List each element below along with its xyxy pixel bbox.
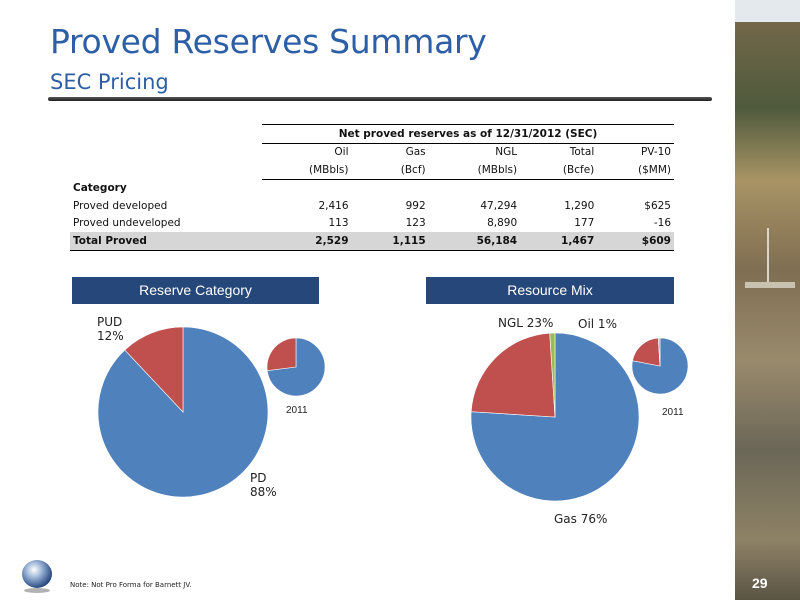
side-photo-strip xyxy=(735,0,800,600)
column-unit: (MBbls) xyxy=(428,161,521,180)
table-cell: $625 xyxy=(644,199,671,212)
oil-label: Oil 1% xyxy=(578,317,617,331)
page-number: 29 xyxy=(752,575,768,591)
table-cell: 2,416 xyxy=(318,199,349,212)
resource-mix-2011-pie xyxy=(631,337,689,395)
pie-slice-pud xyxy=(266,337,297,371)
pd-percent: 88% xyxy=(250,485,277,499)
pie-slice-pud xyxy=(124,326,184,413)
pud-name: PUD xyxy=(97,315,123,329)
table-cell: 992 xyxy=(405,199,426,212)
table-span-header-row: Net proved reserves as of 12/31/2012 (SE… xyxy=(70,124,674,144)
pie-slice-oil xyxy=(657,337,661,367)
column-unit: (MBbls) xyxy=(262,161,352,180)
table-row: Proved developed 2,416 992 47,294 1,290 … xyxy=(70,197,674,215)
table-cell: 177 xyxy=(574,217,595,230)
table-cell: 47,294 xyxy=(480,199,518,212)
row-label: Proved developed xyxy=(73,199,168,212)
column-header: Gas xyxy=(405,146,426,159)
logo-shadow xyxy=(24,588,50,593)
column-header: Oil xyxy=(334,146,349,159)
table-span-header: Net proved reserves as of 12/31/2012 (SE… xyxy=(262,124,674,144)
table-cell: 113 xyxy=(328,217,349,230)
sky-area xyxy=(735,0,800,22)
year-label-reserve: 2011 xyxy=(286,405,308,416)
row-label: Proved undeveloped xyxy=(73,217,181,230)
company-logo-orb xyxy=(22,560,52,588)
table-row: Proved undeveloped 113 123 8,890 177 -16 xyxy=(70,215,674,233)
table-unit-row: (MBbls) (Bcf) (MBbls) (Bcfe) ($MM) xyxy=(70,161,674,180)
table-cell: $609 xyxy=(597,232,674,251)
pd-name: PD xyxy=(250,471,267,485)
gas-label: Gas 76% xyxy=(554,512,608,526)
resource-mix-pie xyxy=(470,332,640,502)
reserve-category-band: Reserve Category xyxy=(72,277,319,304)
table-column-header-row: Oil Gas NGL Total PV-10 xyxy=(70,143,674,161)
table-category-row: Category xyxy=(70,179,674,197)
pie-slice-ngl xyxy=(632,337,661,367)
page-subtitle: SEC Pricing xyxy=(50,70,169,94)
ngl-label: NGL 23% xyxy=(498,316,554,330)
column-unit: (Bcf) xyxy=(351,161,429,180)
table-cell: 1,115 xyxy=(351,232,429,251)
row-label: Total Proved xyxy=(70,232,262,251)
table-cell: 2,529 xyxy=(262,232,352,251)
table-cell: 8,890 xyxy=(487,217,518,230)
category-label: Category xyxy=(73,182,127,194)
reserve-category-pie xyxy=(97,326,269,498)
table-cell: -16 xyxy=(653,217,671,230)
table-cell: 123 xyxy=(405,217,426,230)
column-header: Total xyxy=(569,146,595,159)
table-total-row: Total Proved 2,529 1,115 56,184 1,467 $6… xyxy=(70,232,674,251)
year-label-mix: 2011 xyxy=(662,407,684,418)
reserves-table: Net proved reserves as of 12/31/2012 (SE… xyxy=(70,124,674,251)
title-divider xyxy=(48,97,712,101)
column-header: PV-10 xyxy=(640,146,671,159)
footnote: Note: Not Pro Forma for Barnett JV. xyxy=(70,581,192,589)
rig-pad-image xyxy=(745,282,795,288)
pie-slice-oil xyxy=(549,332,556,418)
reserve-category-2011-pie xyxy=(266,337,326,397)
pud-percent: 12% xyxy=(97,329,124,343)
drilling-rig-image xyxy=(767,228,769,284)
pie-slice-ngl xyxy=(470,332,556,418)
table-cell: 56,184 xyxy=(428,232,521,251)
column-unit: ($MM) xyxy=(597,161,674,180)
column-header: NGL xyxy=(495,146,518,159)
column-unit: (Bcfe) xyxy=(520,161,598,180)
page-title: Proved Reserves Summary xyxy=(50,22,487,61)
pie-slice-gas xyxy=(470,332,640,502)
pd-label: PD 88% xyxy=(250,471,277,499)
pud-label: PUD 12% xyxy=(97,315,124,343)
table-cell: 1,290 xyxy=(564,199,595,212)
table-cell: 1,467 xyxy=(520,232,598,251)
resource-mix-band: Resource Mix xyxy=(426,277,674,304)
